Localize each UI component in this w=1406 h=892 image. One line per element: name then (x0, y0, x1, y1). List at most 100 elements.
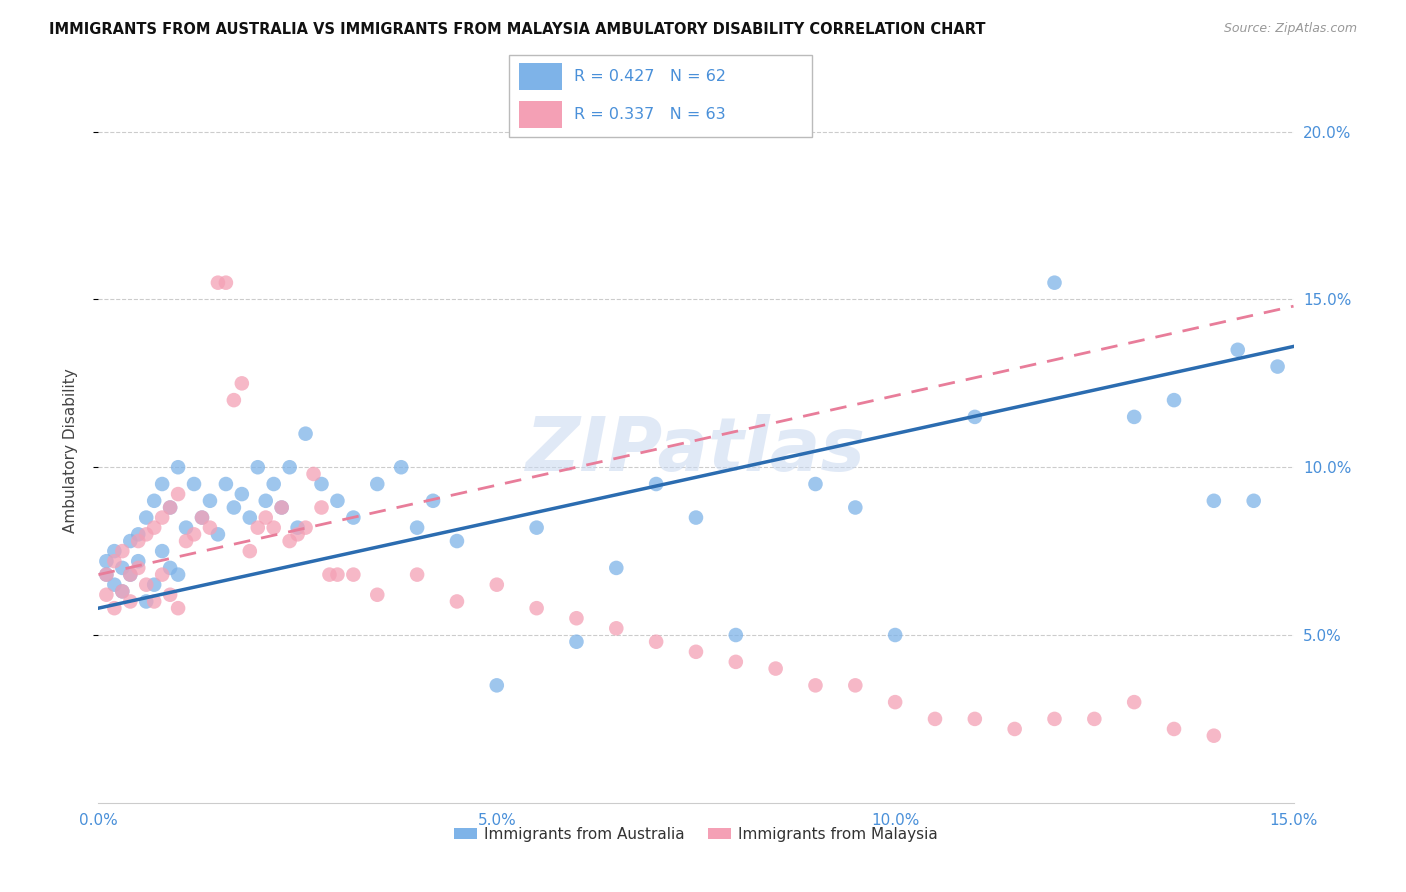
Point (96, 567, 118, 582)
Point (231, 487, 253, 501)
Point (1243, 493, 1265, 508)
Point (389, 460, 412, 475)
Point (167, 460, 190, 475)
Point (605, 561, 627, 575)
Point (302, 467, 325, 481)
Point (287, 527, 309, 541)
Point (111, 561, 134, 575)
Point (183, 527, 205, 541)
Point (406, 521, 429, 535)
Point (159, 561, 181, 575)
Point (143, 577, 166, 591)
Point (246, 460, 269, 475)
Point (446, 594, 468, 608)
Point (263, 477, 285, 491)
Point (198, 493, 221, 508)
Point (207, 527, 229, 541)
Point (120, 594, 142, 608)
Point (103, 601, 125, 615)
Point (111, 584, 134, 599)
Point (844, 500, 866, 515)
Text: ZIPatlas: ZIPatlas (526, 414, 866, 487)
Point (103, 554, 125, 568)
Point (287, 521, 309, 535)
Text: IMMIGRANTS FROM AUSTRALIA VS IMMIGRANTS FROM MALAYSIA AMBULATORY DISABILITY CORR: IMMIGRANTS FROM AUSTRALIA VS IMMIGRANTS … (49, 22, 986, 37)
Point (342, 567, 364, 582)
Point (1043, 712, 1066, 726)
Point (645, 634, 668, 648)
Point (270, 500, 292, 515)
Point (406, 567, 429, 582)
Point (111, 584, 134, 599)
Point (294, 521, 316, 535)
Point (1043, 276, 1066, 290)
Point (120, 567, 142, 582)
Point (1004, 722, 1026, 736)
Point (278, 534, 301, 549)
Point (207, 276, 229, 290)
Point (222, 500, 245, 515)
Point (135, 594, 157, 608)
FancyBboxPatch shape (519, 62, 562, 90)
Text: R = 0.427   N = 62: R = 0.427 N = 62 (574, 69, 727, 84)
Point (924, 712, 946, 726)
Point (191, 510, 214, 524)
Point (215, 276, 238, 290)
Point (120, 567, 142, 582)
Point (278, 460, 301, 475)
Point (143, 521, 166, 535)
Point (150, 510, 173, 524)
Point (804, 477, 827, 491)
Point (804, 678, 827, 692)
Point (159, 500, 181, 515)
Point (150, 567, 173, 582)
Point (127, 527, 149, 541)
FancyBboxPatch shape (509, 55, 813, 136)
Point (326, 567, 349, 582)
Text: R = 0.337   N = 63: R = 0.337 N = 63 (574, 107, 725, 122)
Point (239, 510, 262, 524)
Point (215, 477, 238, 491)
Point (884, 628, 907, 642)
Point (239, 544, 262, 558)
Point (765, 662, 787, 676)
Point (127, 561, 149, 575)
Point (167, 567, 190, 582)
Point (174, 521, 197, 535)
FancyBboxPatch shape (519, 101, 562, 128)
Point (1083, 712, 1105, 726)
Point (685, 510, 707, 524)
Point (191, 510, 214, 524)
Point (526, 601, 548, 615)
Point (326, 493, 349, 508)
Point (222, 393, 245, 408)
Point (96, 567, 118, 582)
Point (485, 577, 508, 591)
Point (724, 628, 747, 642)
Point (884, 695, 907, 709)
Point (111, 544, 134, 558)
Point (1163, 722, 1185, 736)
Point (724, 655, 747, 669)
Point (446, 534, 468, 549)
Point (605, 621, 627, 635)
Point (174, 534, 197, 549)
Point (103, 544, 125, 558)
Point (159, 500, 181, 515)
Point (150, 544, 173, 558)
Point (135, 510, 157, 524)
Point (135, 527, 157, 541)
Text: Source: ZipAtlas.com: Source: ZipAtlas.com (1223, 22, 1357, 36)
Point (1202, 729, 1225, 743)
Point (366, 477, 388, 491)
Point (1202, 493, 1225, 508)
Point (167, 487, 190, 501)
Point (318, 567, 340, 582)
Point (526, 521, 548, 535)
Point (120, 534, 142, 549)
Point (844, 678, 866, 692)
Point (1267, 359, 1289, 374)
Point (159, 588, 181, 602)
Point (1226, 343, 1249, 357)
Point (963, 409, 986, 424)
